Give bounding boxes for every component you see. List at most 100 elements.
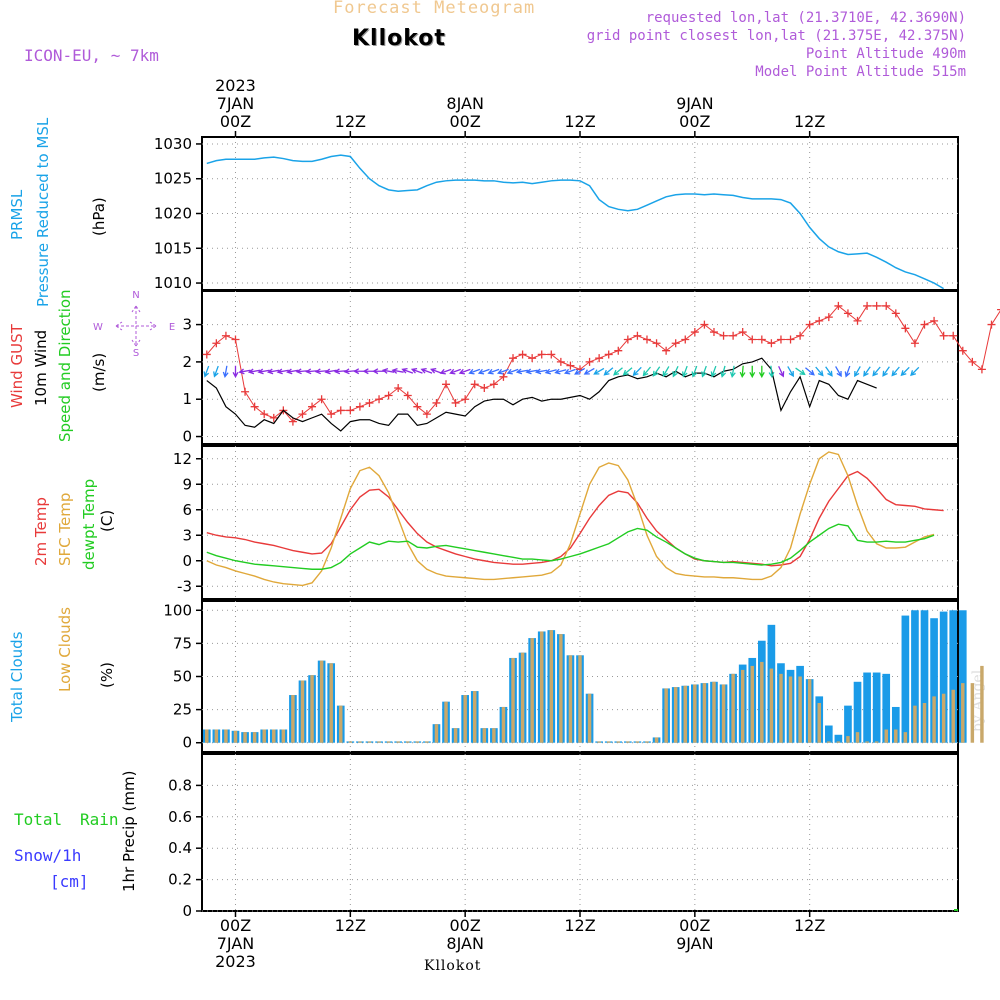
wind-arrow [286,368,299,375]
panel-frame-4 [201,753,959,912]
total-cloud-bar [939,611,948,743]
low-cloud-bar [865,741,869,743]
wind-arrow [672,365,679,378]
gust-point [528,354,537,363]
gust-point [422,410,431,419]
low-cloud-bar [348,741,353,743]
gust-point [623,335,632,344]
bottom-time-label: 12Z [794,916,825,935]
wind-arrow [825,366,833,377]
gust-point [968,357,977,366]
ytick-label: 1030 [154,135,192,153]
gust-line [206,305,1000,423]
gust-point [997,309,1000,311]
wind-arrow [681,365,688,378]
gust-point [336,406,345,415]
gust-point [843,309,852,318]
low-cloud-bar [855,732,860,743]
ytick-label: 50 [173,668,192,686]
low-cloud-bar [817,702,821,743]
bottom-time-label: 9JAN [676,934,714,953]
wind-arrow [574,367,586,375]
wind-arrow [768,365,775,379]
wind-arrow [662,366,670,378]
gust-point [509,354,518,363]
gust-point [796,331,805,340]
low-cloud-bar [894,729,898,743]
low-cloud-bar [673,687,678,743]
wind-arrow [563,368,576,375]
low-cloud-bar [760,661,764,743]
low-cloud-bar [377,741,381,743]
gust-point [748,335,757,344]
gust-point [518,350,527,359]
gust-point [719,331,728,340]
gust-point [690,328,699,337]
ytick-label: 3 [182,316,192,334]
gust-point [566,361,575,370]
low-cloud-bar [482,728,487,743]
wind-arrow [430,367,442,374]
wind-arrow [534,368,548,375]
wind-arrow [900,366,910,377]
total-cloud-bar [853,681,862,743]
ytick-label: 12 [173,450,192,468]
gust-point [757,335,766,344]
low-cloud-bar [846,736,850,743]
low-cloud-bar [951,689,955,743]
gust-point [604,350,613,359]
wind-arrow [701,365,707,378]
top-time-label: 12Z [794,112,825,131]
gust-point [786,335,795,344]
gust-point [901,324,910,333]
low-cloud-bar [961,683,965,743]
requested-coords: requested lon,lat (21.3710E, 42.3690N) [645,10,966,26]
gust-point [910,339,919,348]
bottom-time-label: 12Z [564,916,595,935]
wind-arrow [710,365,717,378]
low-cloud-bar [463,695,467,743]
gust-point [585,357,594,366]
low-cloud-bar [406,741,410,743]
gust-point [480,384,489,393]
gust-point [250,402,259,411]
compass-arrows [115,305,157,347]
wind-arrow [603,367,614,376]
gust-point [547,350,556,359]
snow-unit: [cm] [50,872,89,891]
gust-point [681,335,690,344]
gust-point [556,357,565,366]
top-time-label: 12Z [564,112,595,131]
model-altitude: Model Point Altitude 515m [755,64,966,80]
wind-arrow [372,368,385,375]
gust-point [642,335,651,344]
wind-arrow [844,365,851,378]
wind-arrow [910,366,920,377]
low-cloud-bar [626,741,630,743]
gust-point [776,335,785,344]
wind-arrow [497,368,509,375]
ytick-label: 0 [182,734,192,752]
gust-point [241,387,250,396]
total-cloud-bar [949,610,958,743]
low-cloud-bar [453,728,458,743]
wind-arrow [468,368,481,375]
model-label: ICON-EU, ~ 7km [24,46,159,65]
gust-point [298,410,307,419]
gust-point [221,331,230,340]
total-cloud-bar [958,610,967,743]
low-cloud-bar [434,724,439,743]
low-cloud-bar [874,741,879,743]
ytick-label: 0.8 [168,776,192,794]
gust-point [595,354,604,363]
wind-arrow [487,368,500,375]
low-cloud-bar [205,729,209,743]
gust-point [269,413,278,422]
low-cloud-bar [559,634,563,743]
wind-arrow [238,368,251,375]
ytick-label: 0 [182,902,192,920]
gust-point [949,331,958,340]
low-cloud-bar [568,655,573,743]
low-cloud-bar [712,681,716,743]
top-time-label: 00Z [450,112,481,131]
